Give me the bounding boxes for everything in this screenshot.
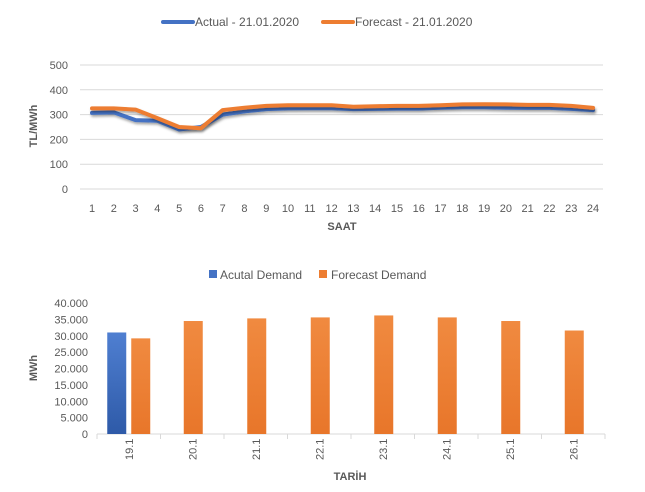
bar-chart-y-axis-title: MWh [28,355,40,382]
line-chart-x-tick-label: 4 [154,203,160,215]
line-chart-x-tick-label: 17 [434,203,446,215]
forecast-demand-bar [247,318,267,434]
line-chart-x-tick-label: 21 [522,203,534,215]
bar-chart-y-tick-label: 20.000 [54,364,88,376]
line-chart-y-ticks: 0 100 200 300 400 500 [50,60,68,196]
bar-chart-x-tick-label: 26.1 [568,439,580,460]
bar-chart-y-tick-label: 35.000 [54,314,88,326]
bar-chart-y-tick-label: 40.000 [54,298,88,310]
bar-chart-y-tick-label: 25.000 [54,347,88,359]
bar-chart: Acutal Demand Forecast Demand 0 5.000 10.0… [28,268,606,483]
line-chart-x-tick-label: 18 [456,203,468,215]
line-chart-x-tick-label: 16 [413,203,425,215]
line-chart-x-tick-label: 7 [220,203,226,215]
forecast-demand-bar [437,317,457,434]
line-chart-x-tick-label: 19 [478,203,490,215]
bar-chart-x-tick-label: 22.1 [314,439,326,460]
legend-label-actual-demand: Acutal Demand [220,268,302,282]
forecast-demand-bar [310,317,330,434]
actual-demand-bar [107,332,127,434]
line-chart-x-tick-label: 20 [500,203,512,215]
line-chart-y-tick-label: 0 [62,184,68,196]
line-chart-y-tick-label: 200 [50,134,68,146]
forecast-demand-bar [183,321,203,434]
legend-swatch-forecast-demand [319,270,327,278]
line-chart-y-tick-label: 500 [50,60,68,72]
line-chart-y-tick-label: 300 [50,110,68,122]
bar-chart-x-tick-label: 24.1 [441,439,453,460]
bar-chart-axes [96,433,606,439]
legend-label-actual: Actual - 21.01.2020 [195,15,299,29]
line-chart-x-tick-label: 9 [263,203,269,215]
line-chart-x-tick-label: 11 [304,203,315,215]
line-chart: Actual - 21.01.2020 Forecast - 21.01.202… [28,15,603,233]
bar-chart-x-ticks: 19.1 20.1 21.1 22.1 23.1 24.1 25.1 26.1 [124,439,581,460]
forecast-price-line [90,102,595,131]
legend-swatch-actual-demand [209,270,217,278]
line-chart-x-tick-label: 1 [89,203,95,215]
bar-chart-x-tick-label: 23.1 [378,439,390,460]
bar-chart-y-tick-label: 5.000 [60,413,88,425]
bar-chart-x-axis-title: TARİH [334,470,367,483]
bar-chart-y-tick-label: 10.000 [54,396,88,408]
line-chart-x-tick-label: 24 [587,203,599,215]
line-chart-gridlines [80,64,603,190]
line-chart-legend: Actual - 21.01.2020 Forecast - 21.01.202… [161,15,473,29]
legend-label-forecast: Forecast - 21.01.2020 [355,15,473,29]
line-chart-y-tick-label: 100 [50,159,68,171]
bar-chart-y-tick-label: 15.000 [54,380,88,392]
line-chart-x-tick-label: 12 [325,203,337,215]
bar-chart-y-tick-label: 30.000 [54,331,88,343]
line-chart-x-axis-title: SAAT [327,221,356,233]
line-chart-x-tick-label: 22 [543,203,555,215]
line-chart-x-tick-label: 14 [369,203,381,215]
line-chart-x-tick-label: 13 [347,203,359,215]
forecast-demand-bar [131,338,151,434]
forecast-demand-bar [564,330,584,434]
actual-price-line [90,105,595,132]
line-chart-y-tick-label: 400 [50,85,68,97]
line-chart-x-tick-label: 8 [241,203,247,215]
line-chart-series [90,102,595,132]
line-chart-x-tick-label: 6 [198,203,204,215]
bar-chart-x-tick-label: 19.1 [124,439,136,460]
line-chart-x-tick-label: 10 [282,203,294,215]
legend-label-forecast-demand: Forecast Demand [331,268,426,282]
forecast-demand-bar [501,321,521,434]
bar-chart-y-ticks: 0 5.000 10.000 15.000 20.000 25.000 30.000 35.0… [54,298,88,441]
bar-chart-x-tick-label: 21.1 [251,439,263,460]
bar-chart-x-tick-label: 25.1 [505,439,517,460]
bar-chart-y-tick-label: 0 [82,429,88,441]
bar-chart-bars [107,315,584,434]
line-chart-x-tick-label: 15 [391,203,403,215]
line-chart-y-axis-title: TL/MWh [28,104,40,147]
line-chart-x-tick-label: 2 [111,203,117,215]
line-chart-x-tick-label: 5 [176,203,182,215]
line-chart-x-ticks: 1 2 3 4 5 6 7 8 9 10 11 12 13 14 15 16 17 18 19 20 21 22 23 24 [89,203,599,215]
forecast-demand-bar [374,315,394,434]
line-chart-x-tick-label: 23 [565,203,577,215]
bar-chart-legend: Acutal Demand Forecast Demand [209,268,426,282]
bar-chart-x-tick-label: 20.1 [187,439,199,460]
line-chart-x-tick-label: 3 [133,203,139,215]
